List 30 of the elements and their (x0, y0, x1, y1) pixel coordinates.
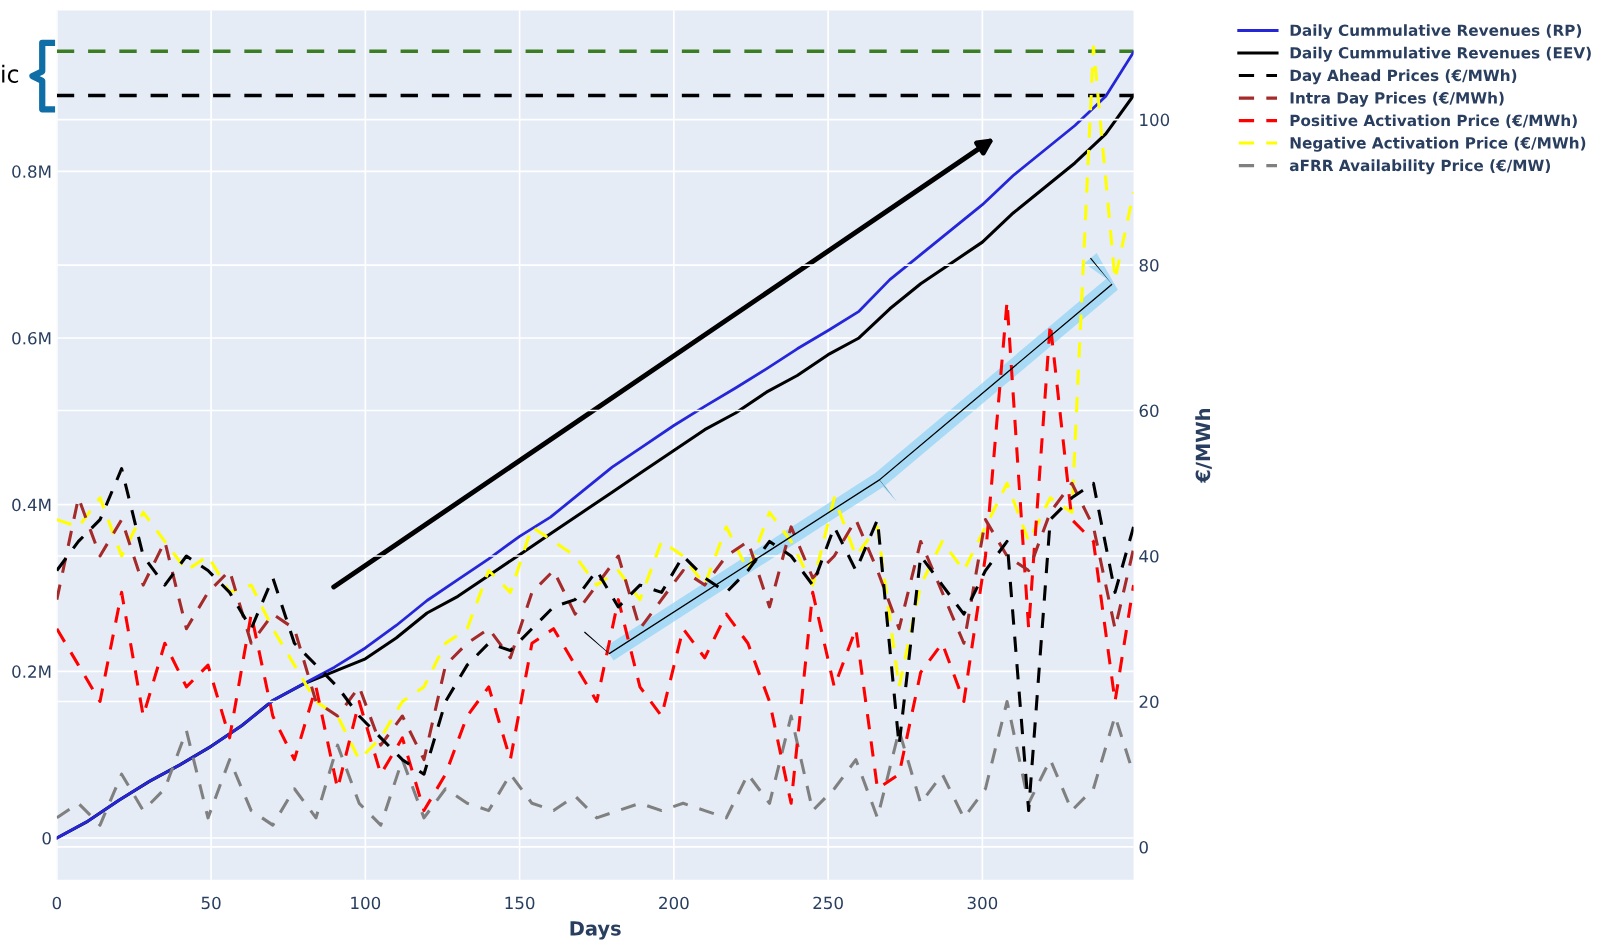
y2-tick-label: 40 (1139, 549, 1159, 563)
x-tick-label: 150 (505, 896, 535, 910)
line-series (56, 699, 1134, 827)
y-tick-label: 0.8M (12, 165, 51, 178)
legend-label: Intra Day Prices (€/MWh) (1290, 91, 1504, 107)
legend-label: Day Ahead Prices (€/MWh) (1290, 69, 1517, 85)
y-tick-label: 0.6M (12, 331, 51, 345)
legend-label: Negative Activation Price (€/MWh) (1290, 136, 1586, 152)
y2-tick-label: 60 (1139, 404, 1159, 418)
y2-tick-label: 80 (1139, 259, 1159, 272)
y2-tick-label: 100 (1140, 113, 1170, 127)
y-tick-label: 0.2M (12, 665, 51, 678)
legend-label: aFRR Availability Price (€/MW) (1289, 159, 1550, 175)
x-tick-label: 250 (813, 896, 843, 910)
y-tick-label: 0 (42, 831, 51, 845)
x-axis-title: Days (570, 921, 621, 940)
line-series (56, 481, 1134, 762)
legend-label: Positive Activation Price (€/MWh) (1290, 114, 1577, 129)
legend-label: Daily Cummulative Revenues (EEV) (1290, 46, 1591, 62)
x-tick-label: 300 (967, 896, 998, 910)
x-tick-label: 200 (659, 896, 689, 910)
text: ic (2, 64, 19, 83)
y2-tick-label: 0 (1139, 840, 1148, 854)
y2-axis-title: €/MWh (1195, 408, 1212, 484)
x-tick-label: 50 (201, 896, 221, 910)
x-tick-label: 100 (351, 896, 381, 910)
legend-label: Daily Cummulative Revenues (RP) (1290, 24, 1582, 40)
y2-tick-label: 20 (1139, 695, 1159, 709)
y-tick-label: 0.4M (12, 498, 51, 512)
x-tick-label: 0 (52, 896, 62, 910)
